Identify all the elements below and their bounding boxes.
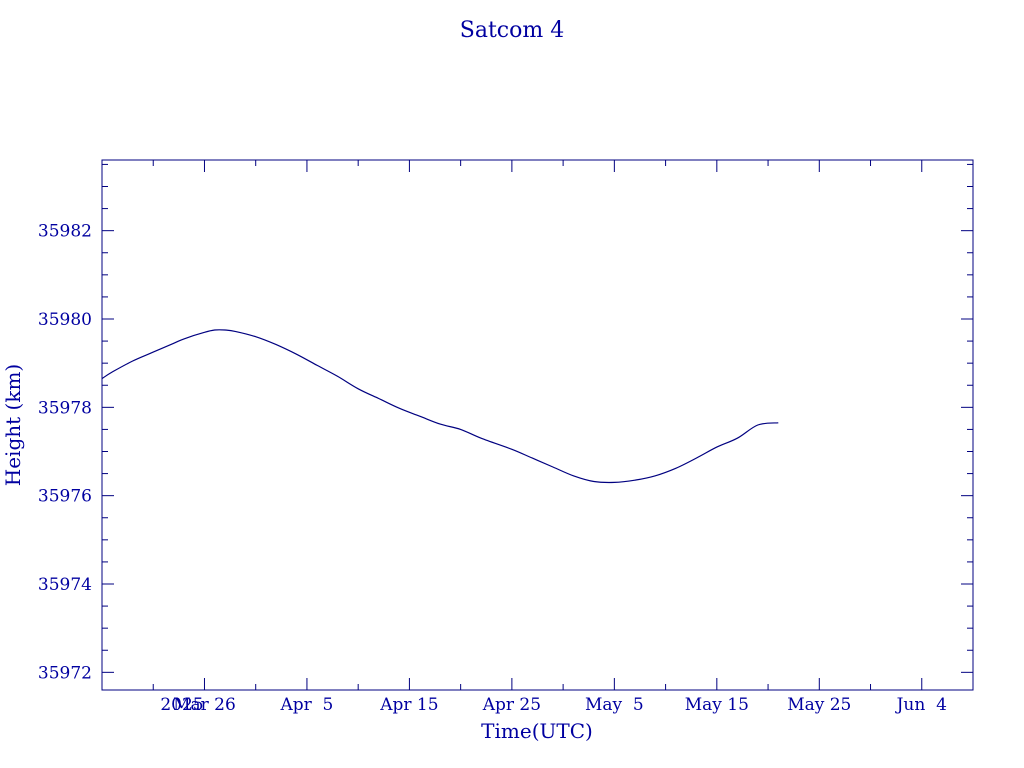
- x-tick-label: Apr 25: [482, 695, 541, 715]
- x-tick-label: May 5: [585, 695, 644, 715]
- axis-ticks: [101, 160, 974, 690]
- chart-title: Satcom 4: [460, 18, 564, 43]
- y-tick-label: 35982: [38, 222, 92, 242]
- x-tick-label: Mar 26: [173, 695, 236, 715]
- y-tick-label: 35976: [38, 487, 92, 507]
- y-tick-label: 35972: [38, 663, 92, 683]
- x-tick-label: May 25: [787, 695, 851, 715]
- x-tick-label: Jun 4: [895, 695, 947, 715]
- plot-frame: [101, 159, 974, 691]
- x-tick-label: May 15: [685, 695, 749, 715]
- y-tick-label: 35980: [38, 310, 92, 330]
- x-start-year-label: 2025: [160, 695, 203, 715]
- y-axis-title: Height (km): [1, 364, 25, 486]
- tick-labels: Mar 26 Apr 5 Apr 15 Apr 25 May 5 May 15 May 25…: [38, 222, 947, 715]
- series-line: [101, 329, 779, 484]
- x-axis-title: Time(UTC): [481, 719, 593, 743]
- y-tick-label: 35974: [38, 575, 92, 595]
- x-tick-label: Apr 15: [379, 695, 438, 715]
- y-tick-label: 35978: [38, 398, 92, 418]
- x-tick-label: Apr 5: [279, 695, 333, 715]
